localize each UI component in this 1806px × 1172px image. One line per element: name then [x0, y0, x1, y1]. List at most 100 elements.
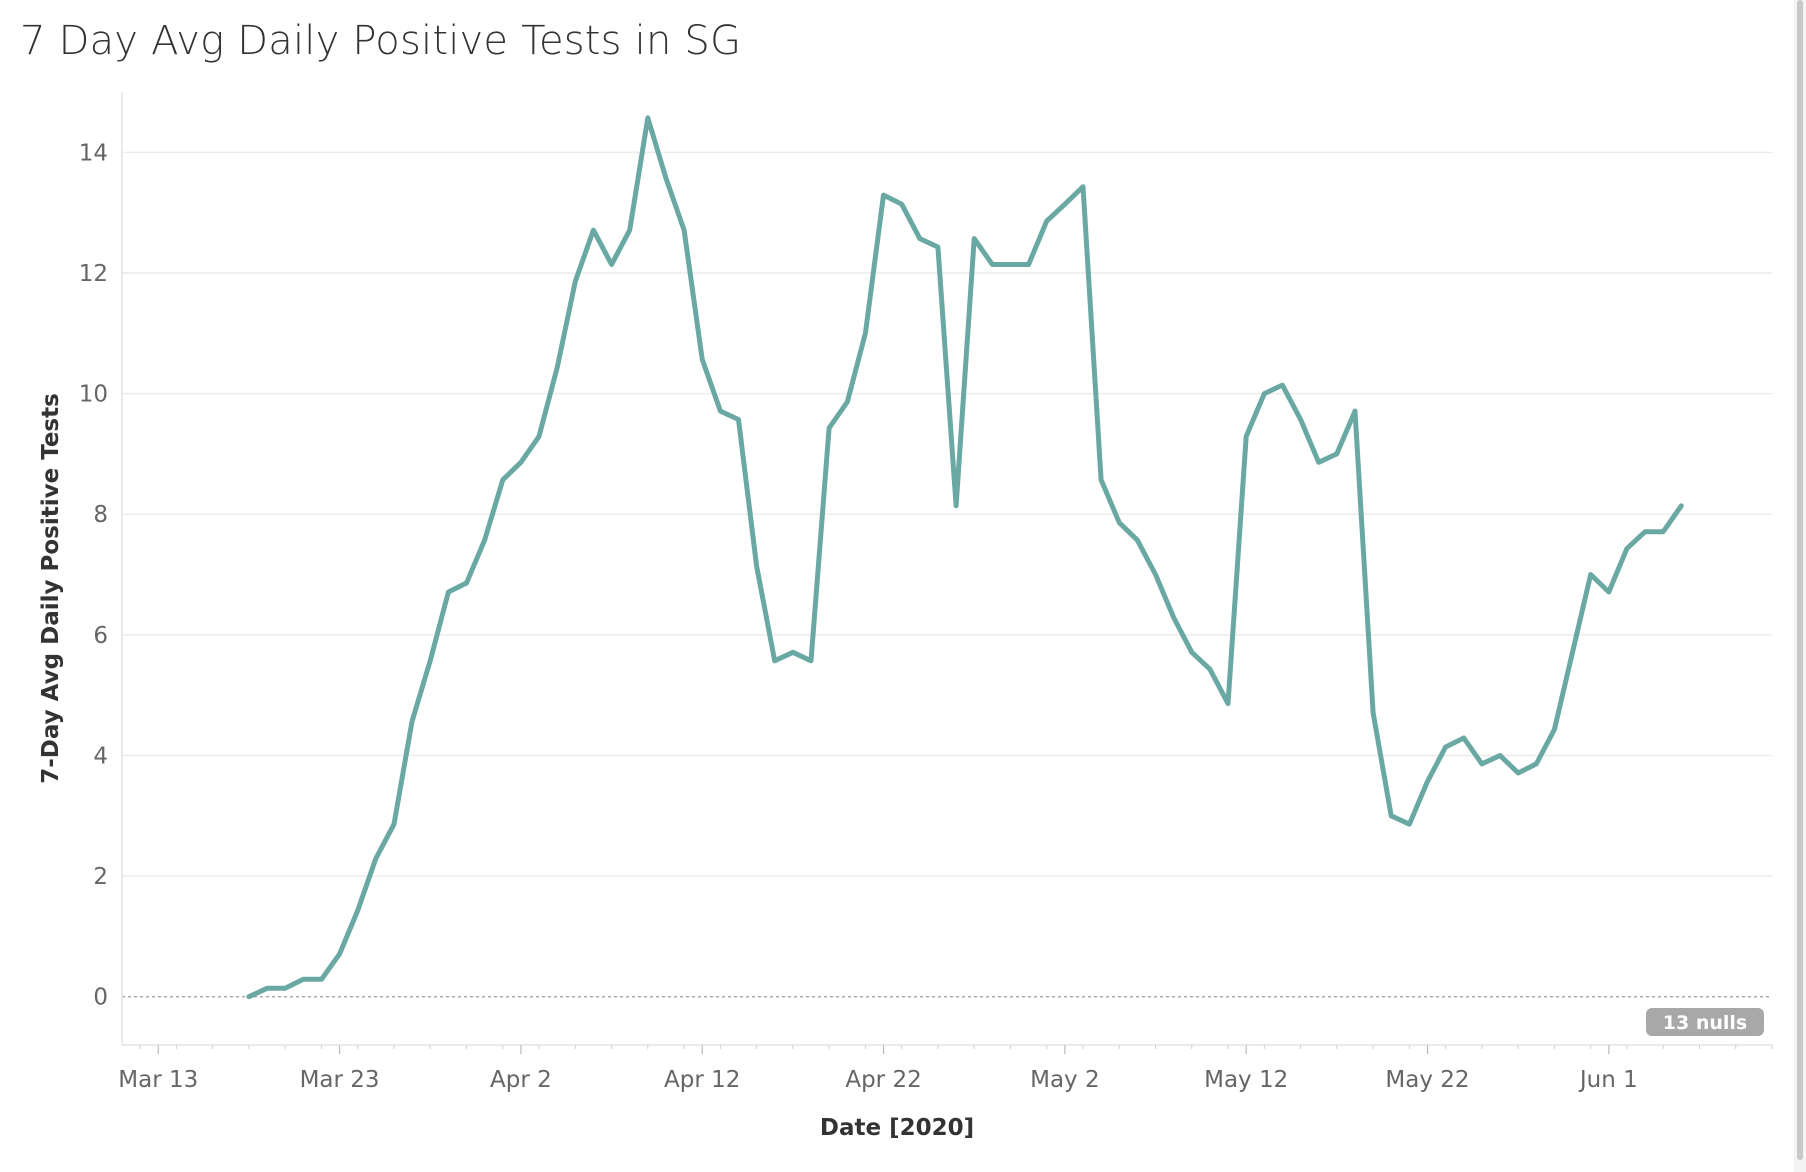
data-point[interactable] — [318, 975, 326, 983]
data-point[interactable] — [934, 243, 942, 251]
x-axis-title: Date [2020] — [820, 1115, 974, 1141]
data-point[interactable] — [1550, 726, 1558, 734]
data-point[interactable] — [390, 820, 398, 828]
data-point[interactable] — [771, 657, 779, 665]
data-point[interactable] — [245, 993, 253, 1001]
data-point[interactable] — [535, 432, 543, 440]
data-point[interactable] — [589, 226, 597, 234]
nulls-badge-label[interactable]: 13 nulls — [1663, 1012, 1747, 1034]
data-point[interactable] — [263, 984, 271, 992]
vertical-scrollbar[interactable] — [1794, 0, 1806, 1172]
data-point[interactable] — [1387, 812, 1395, 820]
x-tick-label: Apr 2 — [490, 1067, 552, 1093]
data-point[interactable] — [354, 907, 362, 915]
data-point[interactable] — [1242, 432, 1250, 440]
data-point[interactable] — [1170, 613, 1178, 621]
data-point[interactable] — [608, 261, 616, 269]
data-point[interactable] — [1514, 769, 1522, 777]
data-point[interactable] — [1623, 545, 1631, 553]
data-point[interactable] — [517, 458, 525, 466]
data-point[interactable] — [916, 235, 924, 243]
data-point[interactable] — [1061, 200, 1069, 208]
data-point[interactable] — [1496, 752, 1504, 760]
data-point[interactable] — [825, 424, 833, 432]
data-point[interactable] — [1133, 536, 1141, 544]
data-point[interactable] — [735, 416, 743, 424]
nulls-indicator[interactable]: 13 nulls — [1646, 1008, 1764, 1036]
data-point[interactable] — [861, 329, 869, 337]
x-tick-label: May 12 — [1204, 1067, 1288, 1093]
data-point[interactable] — [1532, 760, 1540, 768]
y-axis-title: 7-Day Avg Daily Positive Tests — [38, 393, 64, 784]
data-point[interactable] — [1405, 820, 1413, 828]
y-tick-label: 0 — [93, 985, 108, 1011]
data-point[interactable] — [789, 648, 797, 656]
x-tick-label: May 2 — [1030, 1067, 1100, 1093]
data-point[interactable] — [1079, 183, 1087, 191]
series-line[interactable] — [246, 115, 1684, 1000]
data-point[interactable] — [463, 579, 471, 587]
data-point[interactable] — [299, 975, 307, 983]
scrollbar-thumb[interactable] — [1797, 0, 1803, 1160]
data-point[interactable] — [281, 984, 289, 992]
data-point[interactable] — [1460, 734, 1468, 742]
data-point[interactable] — [952, 502, 960, 510]
data-point[interactable] — [1115, 519, 1123, 527]
data-point[interactable] — [444, 588, 452, 596]
data-point[interactable] — [1315, 458, 1323, 466]
data-point[interactable] — [1605, 588, 1613, 596]
data-point[interactable] — [662, 174, 670, 182]
y-tick-label: 12 — [79, 261, 108, 287]
data-point[interactable] — [426, 657, 434, 665]
data-point[interactable] — [843, 398, 851, 406]
data-point[interactable] — [499, 476, 507, 484]
data-point[interactable] — [716, 407, 724, 415]
data-point[interactable] — [1152, 571, 1160, 579]
data-point[interactable] — [644, 114, 652, 122]
data-point[interactable] — [753, 562, 761, 570]
data-point[interactable] — [1677, 502, 1685, 510]
data-point[interactable] — [1369, 709, 1377, 717]
y-tick-label: 2 — [93, 864, 108, 890]
data-point[interactable] — [970, 235, 978, 243]
data-point[interactable] — [1097, 476, 1105, 484]
data-point[interactable] — [1025, 261, 1033, 269]
data-point[interactable] — [1297, 416, 1305, 424]
data-point[interactable] — [1569, 648, 1577, 656]
data-point[interactable] — [336, 950, 344, 958]
data-point[interactable] — [481, 536, 489, 544]
y-axis-ticks: 0 2 4 6 8 10 12 14 — [79, 140, 108, 1010]
nulls-badge-background[interactable] — [1646, 1008, 1764, 1036]
data-point[interactable] — [408, 717, 416, 725]
data-point[interactable] — [807, 657, 815, 665]
data-point[interactable] — [1333, 450, 1341, 458]
data-point[interactable] — [1224, 700, 1232, 708]
series-layer — [245, 114, 1685, 1001]
data-point[interactable] — [626, 226, 634, 234]
data-point[interactable] — [698, 355, 706, 363]
data-point[interactable] — [571, 277, 579, 285]
data-point[interactable] — [1641, 528, 1649, 536]
data-point[interactable] — [372, 855, 380, 863]
data-point[interactable] — [1007, 261, 1015, 269]
data-point[interactable] — [1260, 390, 1268, 398]
data-point[interactable] — [988, 261, 996, 269]
data-point[interactable] — [1188, 648, 1196, 656]
y-tick-label: 4 — [93, 743, 108, 769]
data-point[interactable] — [1442, 743, 1450, 751]
data-point[interactable] — [1278, 381, 1286, 389]
y-tick-label: 10 — [79, 382, 108, 408]
data-point[interactable] — [880, 191, 888, 199]
x-tick-label: Mar 23 — [300, 1067, 380, 1093]
data-point[interactable] — [1043, 217, 1051, 225]
data-point[interactable] — [680, 226, 688, 234]
data-point[interactable] — [898, 200, 906, 208]
data-point[interactable] — [1206, 665, 1214, 673]
data-point[interactable] — [553, 364, 561, 372]
data-point[interactable] — [1424, 777, 1432, 785]
data-point[interactable] — [1478, 760, 1486, 768]
data-point[interactable] — [1587, 571, 1595, 579]
data-point[interactable] — [1351, 407, 1359, 415]
data-point[interactable] — [1659, 528, 1667, 536]
